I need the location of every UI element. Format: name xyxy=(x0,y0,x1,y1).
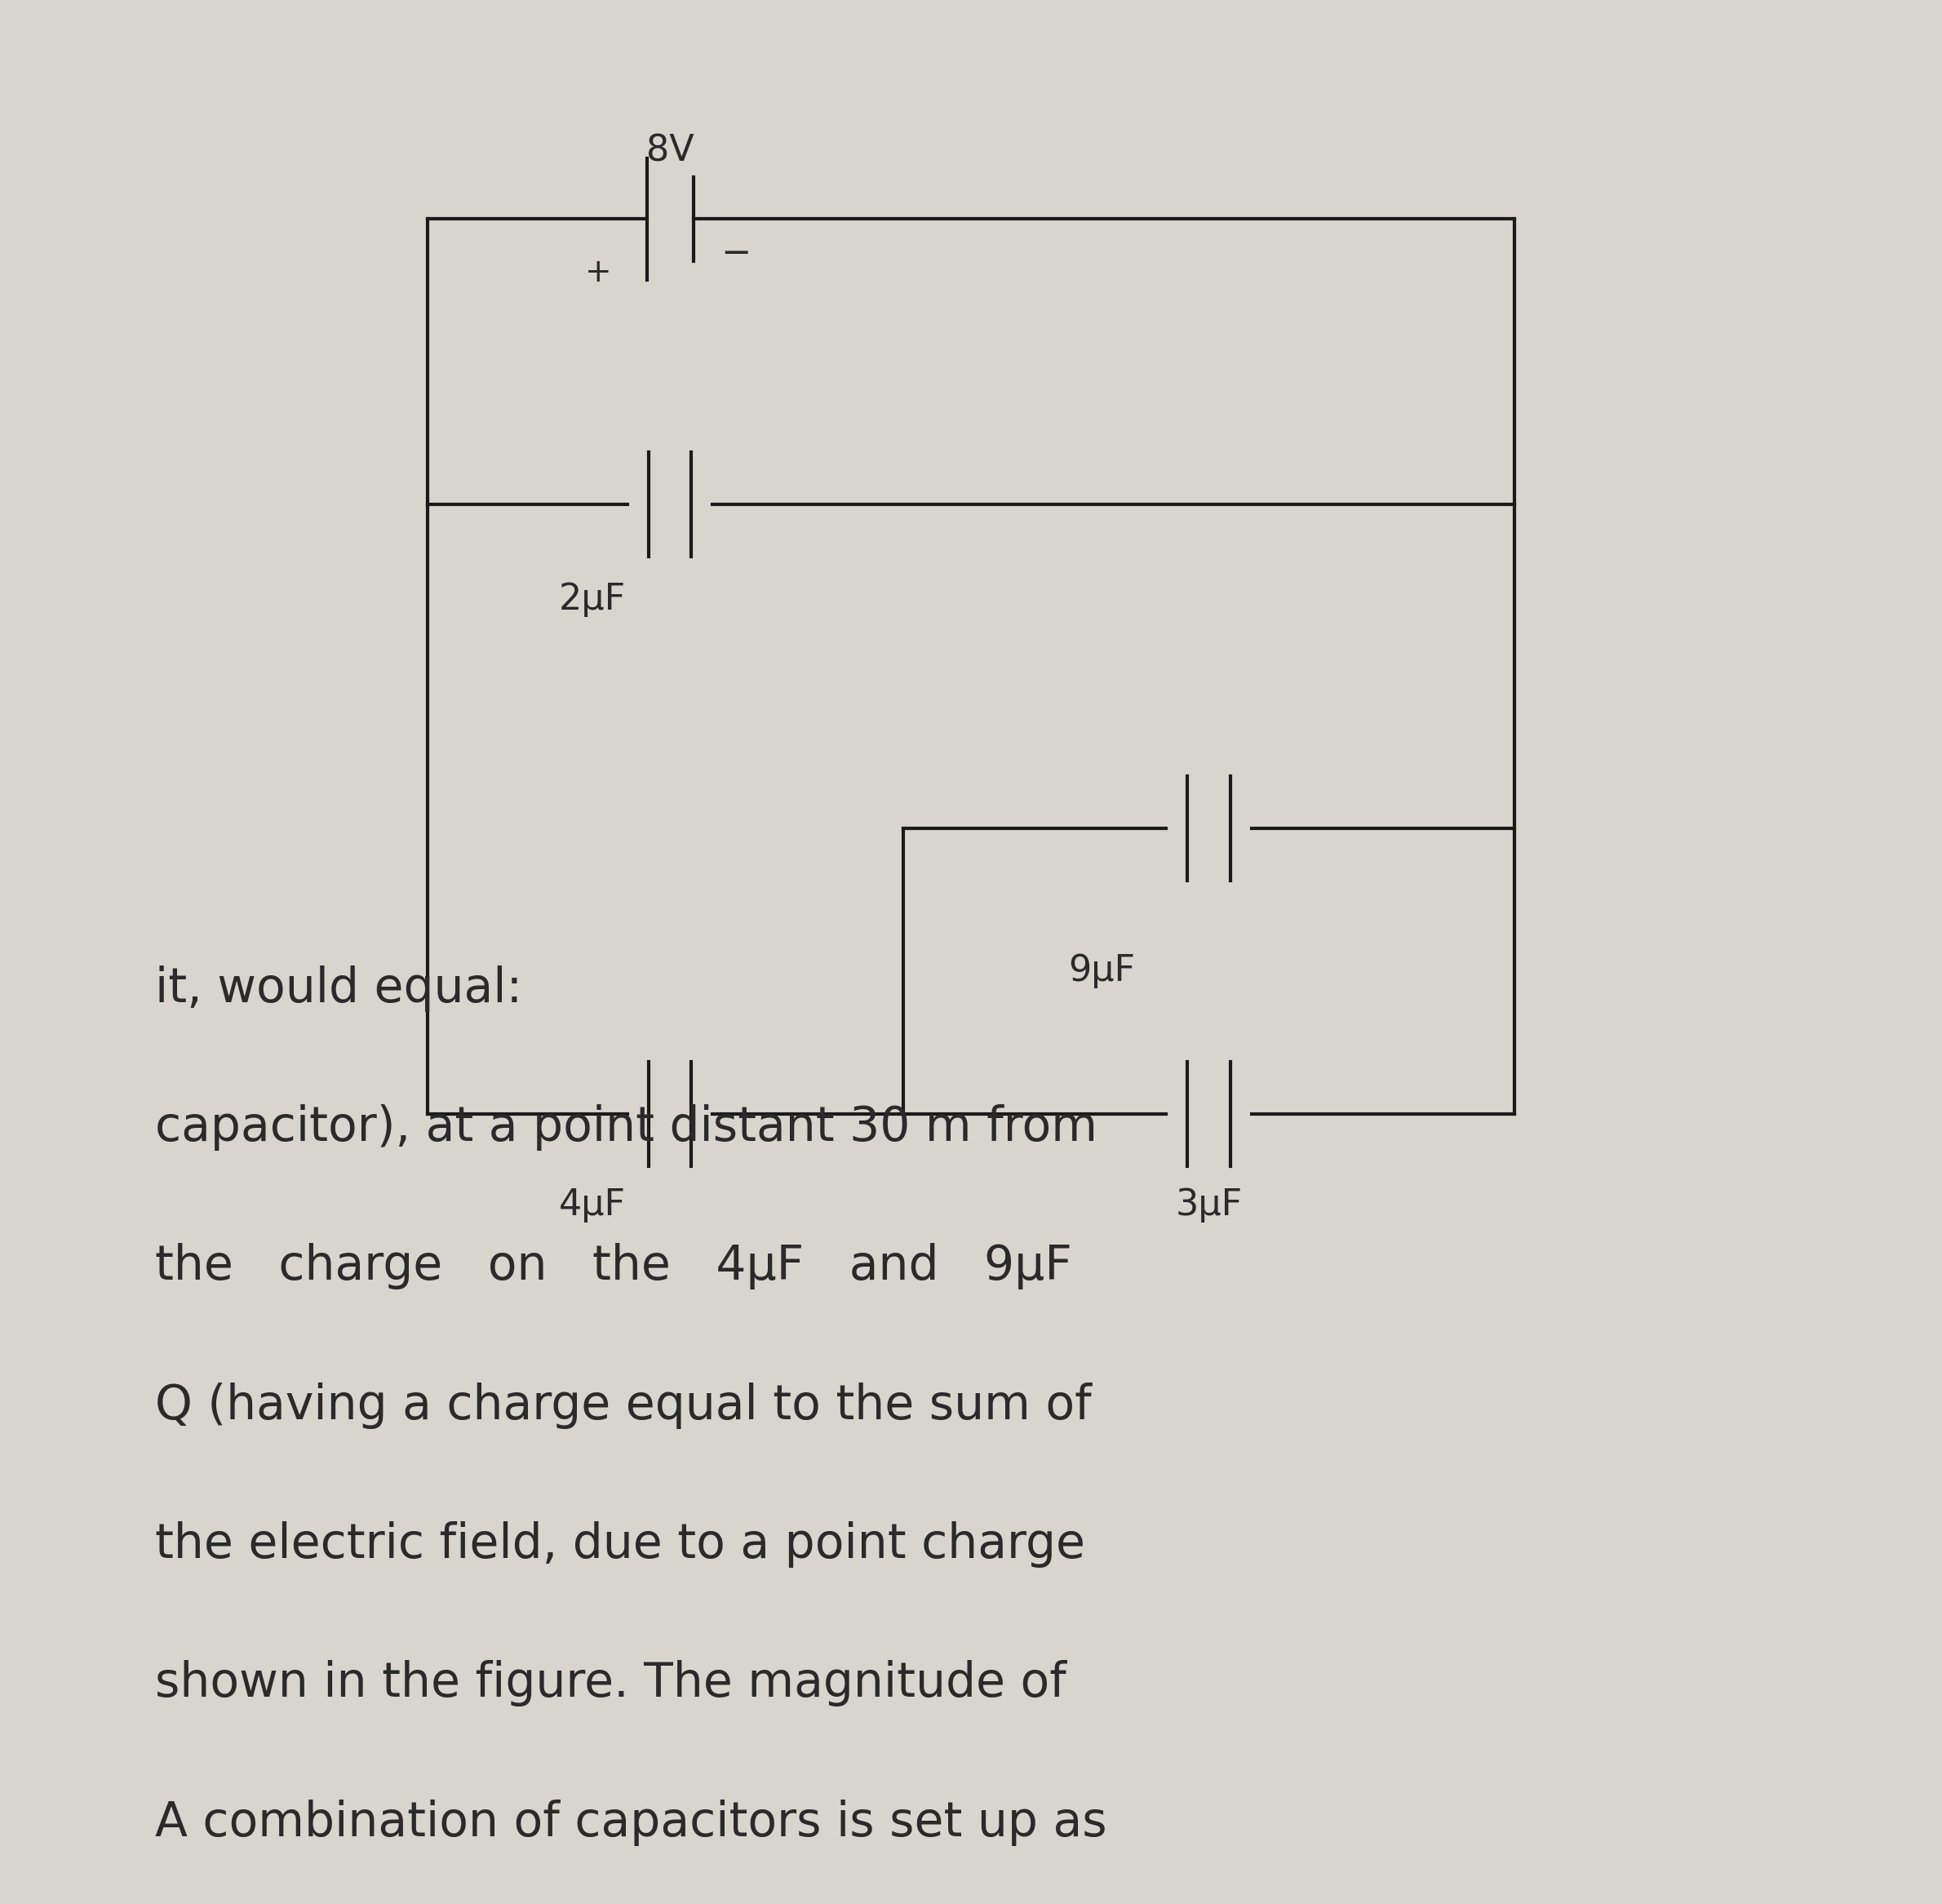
Text: capacitor), at a point distant 30 m from: capacitor), at a point distant 30 m from xyxy=(155,1104,1097,1150)
Text: 9μF: 9μF xyxy=(1068,954,1136,988)
Text: +: + xyxy=(585,257,612,288)
Text: 2μF: 2μF xyxy=(559,583,625,617)
Text: A combination of capacitors is set up as: A combination of capacitors is set up as xyxy=(155,1799,1107,1845)
Text: the electric field, due to a point charge: the electric field, due to a point charg… xyxy=(155,1521,1086,1567)
Text: 3μF: 3μF xyxy=(1175,1188,1243,1222)
Text: shown in the figure. The magnitude of: shown in the figure. The magnitude of xyxy=(155,1660,1066,1706)
Text: 8V: 8V xyxy=(647,133,693,168)
Text: it, would equal:: it, would equal: xyxy=(155,965,522,1011)
Text: −: − xyxy=(720,236,752,270)
Text: the   charge   on   the   4μF   and   9μF: the charge on the 4μF and 9μF xyxy=(155,1243,1072,1289)
Text: 4μF: 4μF xyxy=(559,1188,625,1222)
Text: Q (having a charge equal to the sum of: Q (having a charge equal to the sum of xyxy=(155,1382,1091,1428)
